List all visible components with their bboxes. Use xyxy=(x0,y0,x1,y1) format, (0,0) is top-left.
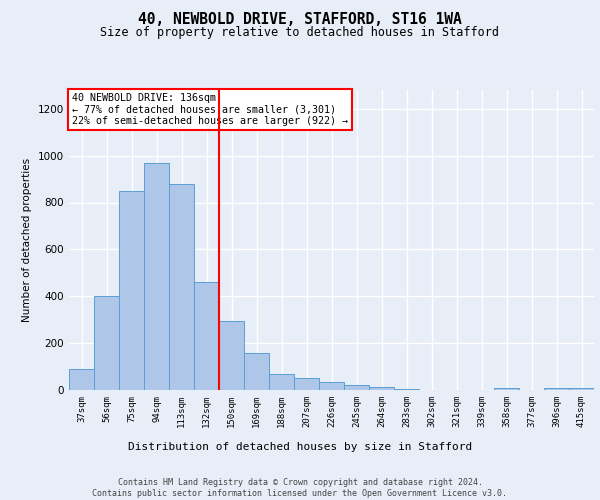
Bar xyxy=(569,388,594,390)
Bar xyxy=(194,282,219,390)
Bar xyxy=(494,388,519,390)
Bar xyxy=(369,387,394,390)
Text: Distribution of detached houses by size in Stafford: Distribution of detached houses by size … xyxy=(128,442,472,452)
Text: 40, NEWBOLD DRIVE, STAFFORD, ST16 1WA: 40, NEWBOLD DRIVE, STAFFORD, ST16 1WA xyxy=(138,12,462,28)
Bar xyxy=(219,321,244,390)
Bar xyxy=(294,378,319,390)
Text: 40 NEWBOLD DRIVE: 136sqm
← 77% of detached houses are smaller (3,301)
22% of sem: 40 NEWBOLD DRIVE: 136sqm ← 77% of detach… xyxy=(71,93,347,126)
Bar xyxy=(169,184,194,390)
Bar xyxy=(319,382,344,390)
Bar xyxy=(394,389,419,390)
Bar xyxy=(344,386,369,390)
Bar xyxy=(94,296,119,390)
Text: Size of property relative to detached houses in Stafford: Size of property relative to detached ho… xyxy=(101,26,499,39)
Bar xyxy=(144,162,169,390)
Y-axis label: Number of detached properties: Number of detached properties xyxy=(22,158,32,322)
Bar xyxy=(69,369,94,390)
Bar xyxy=(269,374,294,390)
Bar xyxy=(119,191,144,390)
Bar xyxy=(244,352,269,390)
Bar xyxy=(544,388,569,390)
Text: Contains HM Land Registry data © Crown copyright and database right 2024.
Contai: Contains HM Land Registry data © Crown c… xyxy=(92,478,508,498)
